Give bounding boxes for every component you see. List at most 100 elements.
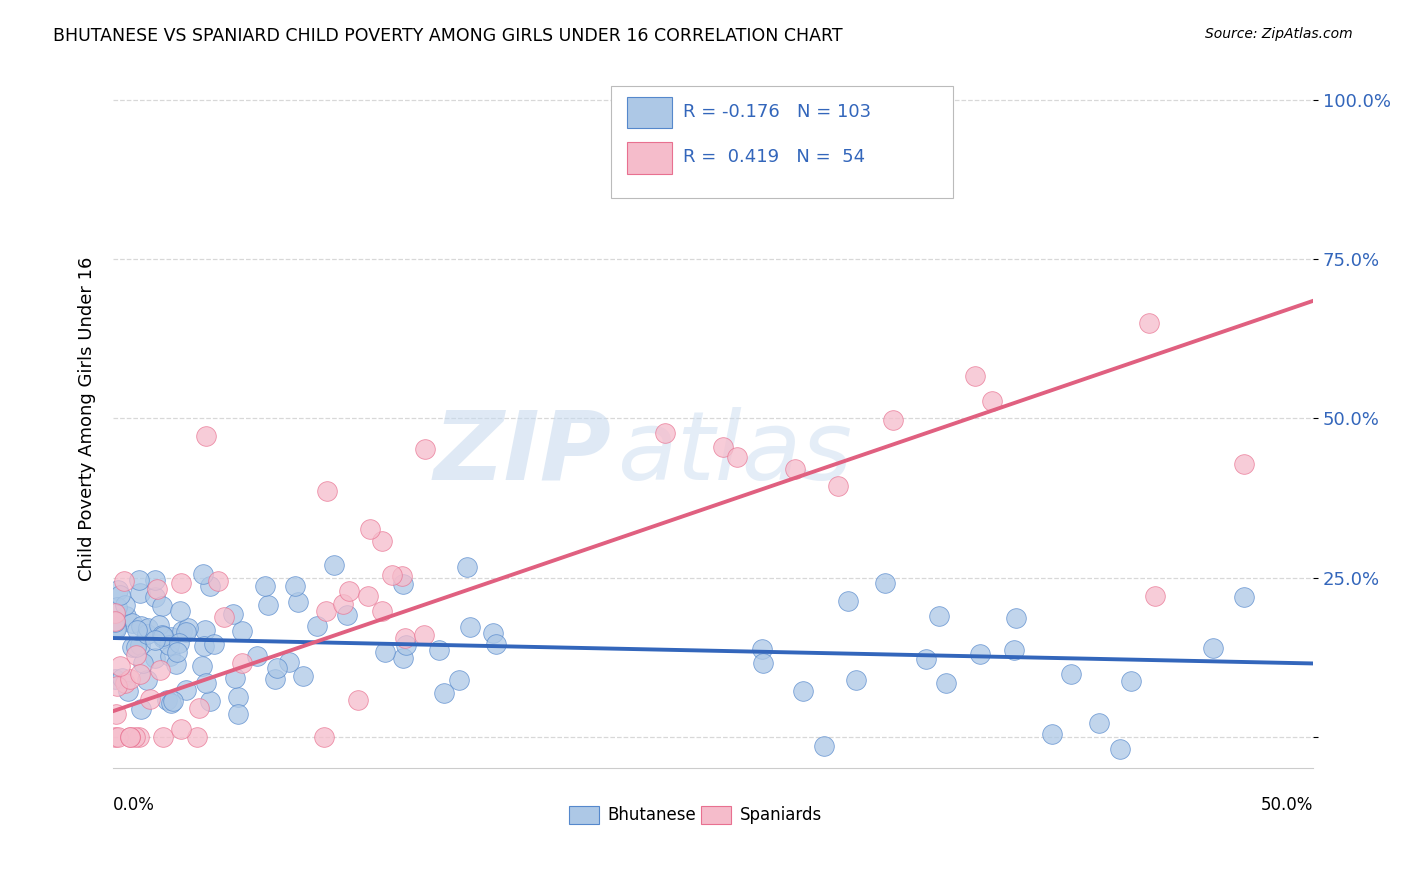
Point [969, 647, 991, 661]
Point [316, 483, 339, 498]
Point [191, 658, 214, 673]
Point [264, 672, 287, 686]
Point [935, 676, 957, 690]
Point [359, 522, 381, 536]
Point [257, 598, 280, 612]
Point [711, 440, 734, 454]
Bar [702, 806, 731, 824]
Point [1119, 673, 1142, 688]
Point [125, 624, 148, 638]
Point [981, 394, 1004, 409]
Point [114, 598, 136, 612]
Point [128, 585, 150, 599]
Point [202, 637, 225, 651]
Point [121, 616, 143, 631]
Point [1233, 590, 1256, 604]
Text: R = -0.176   N = 103: R = -0.176 N = 103 [683, 103, 872, 121]
Point [752, 656, 775, 670]
Point [128, 574, 150, 588]
Point [104, 615, 127, 629]
Text: R =  0.419   N =  54: R = 0.419 N = 54 [683, 148, 865, 167]
Point [174, 682, 197, 697]
Point [129, 639, 152, 653]
Point [207, 574, 229, 589]
Point [395, 638, 418, 652]
Point [143, 651, 166, 665]
Point [148, 664, 170, 678]
Point [654, 426, 676, 441]
Point [928, 609, 950, 624]
Point [224, 671, 246, 685]
Point [162, 694, 184, 708]
Point [152, 730, 174, 744]
Point [105, 600, 128, 615]
Point [159, 649, 181, 664]
Text: 0.0%: 0.0% [112, 797, 155, 814]
Point [165, 657, 187, 671]
Point [157, 638, 180, 652]
Point [1144, 590, 1167, 604]
Point [337, 584, 360, 599]
Point [156, 693, 179, 707]
Point [813, 739, 835, 753]
Point [170, 624, 193, 639]
Point [915, 651, 938, 665]
Point [827, 479, 849, 493]
Point [139, 691, 162, 706]
Point [159, 696, 181, 710]
Text: BHUTANESE VS SPANIARD CHILD POVERTY AMONG GIRLS UNDER 16 CORRELATION CHART: BHUTANESE VS SPANIARD CHILD POVERTY AMON… [53, 27, 844, 45]
Point [114, 676, 136, 690]
Point [105, 679, 128, 693]
Point [336, 607, 359, 622]
Point [104, 672, 127, 686]
Point [882, 412, 904, 426]
Point [1040, 727, 1063, 741]
Point [104, 730, 127, 744]
Point [107, 582, 129, 597]
Point [845, 673, 868, 688]
Text: Bhutanese: Bhutanese [607, 806, 696, 824]
Point [305, 618, 328, 632]
Point [128, 667, 150, 681]
Point [194, 429, 217, 443]
Text: 50.0%: 50.0% [1261, 797, 1313, 814]
Point [1060, 666, 1083, 681]
Point [254, 579, 277, 593]
Point [1005, 611, 1028, 625]
Point [125, 640, 148, 654]
Point [292, 669, 315, 683]
Point [432, 686, 454, 700]
Point [129, 702, 152, 716]
Point [413, 628, 436, 642]
Point [287, 595, 309, 609]
Point [112, 574, 135, 589]
Point [198, 694, 221, 708]
Point [143, 632, 166, 647]
Point [174, 625, 197, 640]
Point [226, 706, 249, 721]
Point [195, 675, 218, 690]
Point [111, 671, 134, 685]
Point [136, 626, 159, 640]
Point [1109, 742, 1132, 756]
Point [121, 640, 143, 654]
Point [187, 701, 209, 715]
Point [212, 610, 235, 624]
Point [323, 558, 346, 573]
Point [186, 730, 208, 744]
Bar [569, 806, 599, 824]
Point [485, 637, 508, 651]
Point [413, 442, 436, 456]
Point [167, 636, 190, 650]
Point [315, 604, 337, 618]
Point [226, 690, 249, 704]
Point [148, 618, 170, 632]
Point [394, 631, 416, 645]
Point [108, 588, 131, 602]
Point [136, 621, 159, 635]
Point [152, 628, 174, 642]
Point [152, 631, 174, 645]
Point [124, 648, 146, 662]
Point [785, 462, 807, 476]
Point [374, 645, 396, 659]
